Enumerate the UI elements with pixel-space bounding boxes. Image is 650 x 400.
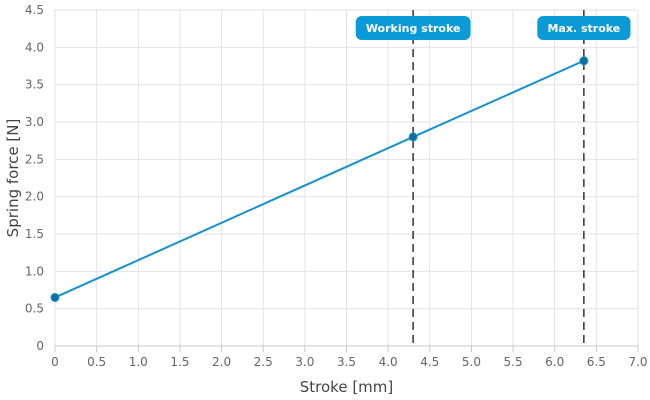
data-point <box>50 292 60 302</box>
x-tick-label: 5.5 <box>504 355 523 369</box>
axes <box>54 345 639 352</box>
grid <box>54 9 639 347</box>
y-tick-label: 4.5 <box>25 3 44 17</box>
x-tick-label: 3.0 <box>295 355 314 369</box>
marker-label-box <box>355 16 471 40</box>
x-tick-label: 1.0 <box>129 355 148 369</box>
x-tick-label: 4.5 <box>420 355 439 369</box>
marker-label-box <box>537 16 631 40</box>
y-tick-label: 2.0 <box>25 190 44 204</box>
x-tick-label: 0 <box>51 355 59 369</box>
y-tick-label: 4.0 <box>25 40 44 54</box>
x-tick-label: 1.5 <box>170 355 189 369</box>
data-point <box>408 132 418 142</box>
y-tick-label: 1.5 <box>25 227 44 241</box>
y-tick-label: 0.5 <box>25 302 44 316</box>
y-tick-label: 3.5 <box>25 78 44 92</box>
x-tick-label: 5.0 <box>462 355 481 369</box>
series <box>50 56 589 302</box>
x-tick-label: 6.0 <box>545 355 564 369</box>
x-tick-label: 6.5 <box>587 355 606 369</box>
x-tick-label: 4.0 <box>379 355 398 369</box>
y-tick-label: 1.0 <box>25 264 44 278</box>
x-tick-label: 0.5 <box>87 355 106 369</box>
y-tick-label: 3.0 <box>25 115 44 129</box>
x-tick-label: 3.5 <box>337 355 356 369</box>
x-tick-label: 2.0 <box>212 355 231 369</box>
y-axis-title: Spring force [N] <box>4 119 22 238</box>
x-axis-ticks: 0 0.5 1.0 1.5 2.0 2.5 3.0 3.5 4.0 4.5 5.0 5.5 6.0 6.5… <box>51 355 647 369</box>
y-axis-ticks: 0 0.5 1.0 1.5 2.0 2.5 3.0 3.5 4.0 4.5 <box>25 3 44 353</box>
y-tick-label: 0 <box>36 339 44 353</box>
stroke-markers: Working stroke Max. stroke <box>355 10 631 346</box>
y-tick-label: 2.5 <box>25 152 44 166</box>
marker-label: Max. stroke <box>547 22 620 35</box>
x-tick-label: 7.0 <box>628 355 647 369</box>
series-line <box>54 59 585 299</box>
x-tick-label: 2.5 <box>254 355 273 369</box>
data-point <box>579 56 589 66</box>
x-axis-title: Stroke [mm] <box>300 378 394 396</box>
marker-label: Working stroke <box>366 22 461 35</box>
